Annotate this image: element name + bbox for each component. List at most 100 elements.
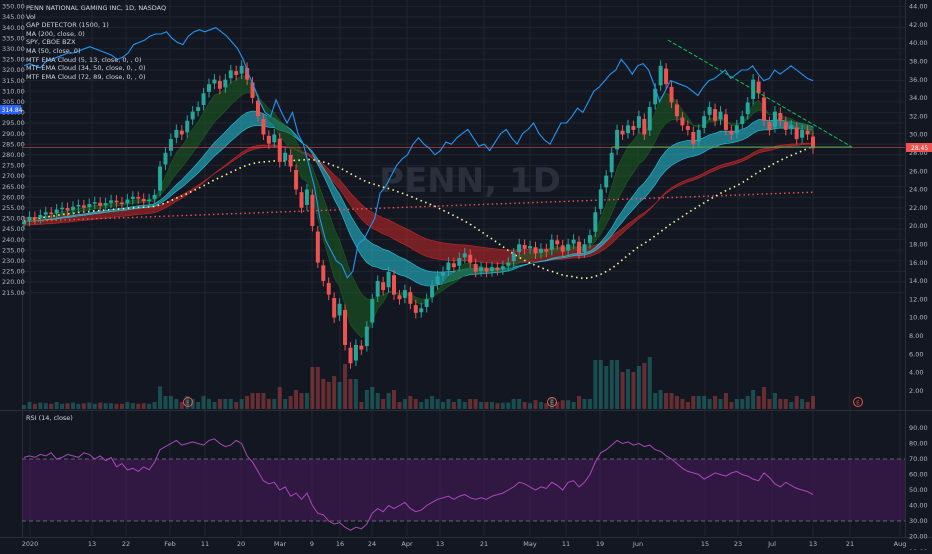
x-axis-tick: 13 (436, 540, 444, 548)
candle-body (32, 217, 37, 219)
candle-body (81, 205, 86, 208)
candle-body (217, 80, 222, 89)
candle-body (713, 109, 718, 121)
candle-body (740, 116, 745, 124)
volume-bar (141, 403, 146, 409)
left-axis-tick: 335.00 (2, 34, 25, 42)
x-axis-tick: 20 (237, 540, 245, 548)
candle-body (158, 166, 163, 191)
volume-bar (457, 399, 462, 409)
candle-body (620, 130, 625, 135)
candle-body (615, 129, 620, 150)
volume-bar (245, 396, 250, 409)
candle-body (228, 70, 233, 79)
volume-bar (522, 402, 527, 409)
candle-body (255, 100, 260, 117)
volume-bar (250, 393, 255, 409)
volume-bar (228, 399, 233, 409)
left-axis-tick: 240.00 (2, 236, 25, 244)
candle-body (560, 245, 565, 252)
candle-body (691, 131, 696, 144)
candle-body (489, 267, 494, 272)
volume-bar (642, 363, 647, 409)
volume-bar (680, 399, 685, 409)
right-axis-tick: 18.00 (909, 241, 928, 249)
candle-body (544, 249, 549, 252)
volume-bar (653, 393, 658, 409)
left-axis-tick: 305.00 (2, 98, 25, 106)
candle-body (136, 196, 141, 199)
candle-body (408, 292, 413, 304)
volume-bar (168, 396, 173, 409)
volume-bar (440, 402, 445, 409)
volume-bar (424, 399, 429, 409)
left-axis-tick: 315.00 (2, 77, 25, 85)
volume-bar (571, 402, 576, 409)
candle-body (723, 114, 728, 130)
volume-bar (190, 399, 195, 409)
x-axis-tick: May (523, 540, 537, 548)
volume-bar (54, 402, 59, 409)
volume-bar (533, 400, 538, 409)
candle-body (669, 86, 674, 103)
candle-body (76, 204, 81, 207)
x-axis-tick: Mar (274, 540, 287, 548)
candle-body (517, 244, 522, 253)
rsi-axis-tick: 70.00 (909, 455, 928, 463)
volume-bar (718, 399, 723, 409)
candle-body (288, 154, 293, 167)
candle-body (98, 202, 103, 206)
x-axis-tick: 23 (734, 540, 742, 548)
x-axis-tick: Aug (894, 540, 907, 548)
volume-bar (294, 390, 299, 409)
volume-bar (544, 403, 549, 409)
right-axis-tick: 12.00 (909, 295, 928, 303)
volume-bar (27, 402, 32, 409)
candle-body (239, 65, 244, 74)
volume-bar (625, 369, 630, 409)
x-axis-tick: 24 (368, 540, 376, 548)
candle-body (103, 203, 108, 206)
volume-bar (332, 376, 337, 409)
left-axis-tick: 265.00 (2, 183, 25, 191)
legend-ma200: MA (200, close, 0) (26, 29, 85, 38)
candle-body (92, 202, 97, 204)
candle-body (446, 262, 451, 271)
volume-bar (147, 403, 152, 409)
right-axis-tick: 20.00 (909, 222, 928, 230)
volume-bar (674, 396, 679, 409)
volume-bar (125, 402, 130, 409)
candle-body (38, 215, 43, 219)
candle-body (168, 139, 173, 151)
right-axis-tick: 8.00 (909, 332, 923, 340)
volume-bar (266, 399, 271, 409)
candle-body (43, 212, 48, 215)
candle-body (201, 93, 206, 105)
volume-bar (152, 402, 157, 409)
left-axis-tick: 285.00 (2, 140, 25, 148)
volume-bar (794, 396, 799, 409)
candle-body (495, 267, 500, 270)
candle-body (163, 152, 168, 165)
volume-bar (620, 372, 625, 409)
candle-body (190, 111, 195, 120)
candle-body (141, 198, 146, 202)
volume-bar (685, 402, 690, 409)
volume-bar (560, 400, 565, 409)
volume-bar (299, 393, 304, 409)
candle-body (696, 129, 701, 142)
candle-body (658, 65, 663, 86)
candle-body (805, 130, 810, 135)
legend-spy: SPY, CBOE BZX (26, 38, 76, 47)
candle-body (609, 152, 614, 173)
rsi-axis-tick: 50.00 (909, 486, 928, 494)
volume-bar (538, 402, 543, 409)
x-axis-tick: 21 (846, 540, 854, 548)
candle-body (685, 126, 690, 130)
volume-bar (615, 360, 620, 409)
volume-bar (38, 402, 43, 409)
volume-bar (577, 396, 582, 409)
left-axis-tick: 310.00 (2, 87, 25, 95)
